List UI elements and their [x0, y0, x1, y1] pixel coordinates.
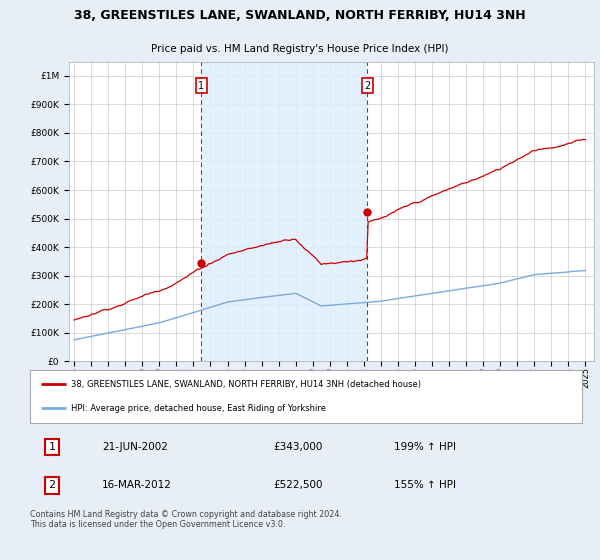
Text: 2: 2: [49, 480, 56, 490]
Text: HPI: Average price, detached house, East Riding of Yorkshire: HPI: Average price, detached house, East…: [71, 404, 326, 413]
Text: Contains HM Land Registry data © Crown copyright and database right 2024.
This d: Contains HM Land Registry data © Crown c…: [30, 510, 342, 529]
Text: 155% ↑ HPI: 155% ↑ HPI: [394, 480, 457, 490]
Text: 38, GREENSTILES LANE, SWANLAND, NORTH FERRIBY, HU14 3NH (detached house): 38, GREENSTILES LANE, SWANLAND, NORTH FE…: [71, 380, 421, 389]
Text: 21-JUN-2002: 21-JUN-2002: [102, 442, 167, 452]
Text: 1: 1: [49, 442, 56, 452]
Text: £343,000: £343,000: [273, 442, 322, 452]
Text: 199% ↑ HPI: 199% ↑ HPI: [394, 442, 457, 452]
Text: £522,500: £522,500: [273, 480, 322, 490]
Text: 2: 2: [364, 81, 371, 91]
Text: 1: 1: [199, 81, 205, 91]
Bar: [202, 62, 367, 361]
Text: 16-MAR-2012: 16-MAR-2012: [102, 480, 172, 490]
Text: 38, GREENSTILES LANE, SWANLAND, NORTH FERRIBY, HU14 3NH: 38, GREENSTILES LANE, SWANLAND, NORTH FE…: [74, 9, 526, 22]
Text: Price paid vs. HM Land Registry's House Price Index (HPI): Price paid vs. HM Land Registry's House …: [151, 44, 449, 54]
